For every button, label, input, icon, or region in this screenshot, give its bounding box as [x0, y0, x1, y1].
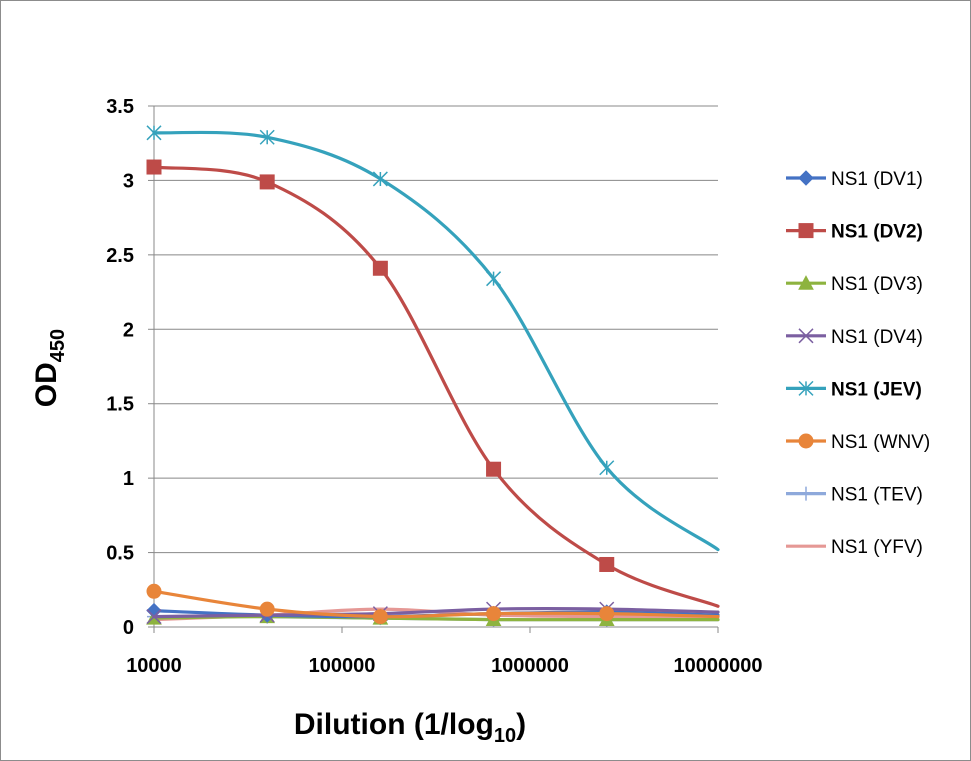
x-tick-label: 1000000 [491, 655, 569, 677]
legend-item-ns1-dv4: NS1 (DV4) [786, 327, 923, 348]
legend-marker-ns1-dv3 [798, 275, 814, 290]
legend-item-ns1-tev: NS1 (TEV) [786, 485, 923, 506]
legend-label-ns1-dv3: NS1 (DV3) [831, 274, 923, 295]
y-tick-label: 0.5 [106, 543, 134, 565]
legend-label-ns1-dv2: NS1 (DV2) [831, 222, 923, 243]
y-tick-label: 3.5 [106, 96, 134, 118]
data-point-ns1-dv2 [372, 260, 388, 276]
data-point-ns1-wnv [372, 609, 388, 625]
legend-marker-ns1-dv4 [798, 328, 814, 344]
series-line-ns1-wnv [152, 589, 720, 619]
legend-label-ns1-tev: NS1 (TEV) [831, 485, 923, 506]
series-line-ns1-jev [152, 130, 720, 552]
data-point-ns1-dv2 [146, 159, 162, 175]
legend-item-ns1-yfv: NS1 (YFV) [786, 537, 923, 558]
series-ns1-dv2 [146, 159, 720, 608]
data-point-ns1-jev [599, 460, 615, 476]
legend-marker-ns1-dv2 [798, 223, 814, 239]
data-point-ns1-jev [259, 129, 275, 145]
legend-item-ns1-dv3: NS1 (DV3) [786, 274, 923, 295]
data-point-ns1-jev [486, 271, 502, 287]
series-lines [146, 125, 720, 627]
data-point-ns1-dv2 [599, 556, 615, 572]
y-tick-label: 2.5 [106, 245, 134, 267]
y-axis-title: OD450 [30, 329, 69, 407]
legend-label-ns1-dv1: NS1 (DV1) [831, 169, 923, 190]
legend: NS1 (DV1) NS1 (DV2) NS1 (DV3) NS1 (DV4) NS1 … [786, 169, 930, 558]
legend-label-ns1-yfv: NS1 (YFV) [831, 537, 923, 558]
data-point-ns1-wnv [599, 606, 615, 622]
data-point-ns1-dv4 [146, 609, 162, 625]
x-tick-label: 10000000 [674, 655, 763, 677]
y-tick-labels: 0 0.5 1 1.5 2 2.5 3 3.5 [106, 96, 134, 639]
y-tick-label: 1.5 [106, 394, 134, 416]
series-line-ns1-dv4 [152, 607, 720, 619]
x-tick-label: 10000 [126, 655, 182, 677]
data-point-ns1-dv2 [259, 174, 275, 190]
legend-label-ns1-wnv: NS1 (WNV) [831, 432, 930, 453]
data-point-ns1-dv2 [486, 461, 502, 477]
y-tick-label: 3 [123, 170, 134, 192]
x-tick-labels: 10000 100000 1000000 10000000 [126, 655, 762, 677]
series-ns1-wnv [146, 583, 720, 625]
data-point-ns1-wnv [146, 583, 162, 599]
y-tick-label: 2 [123, 319, 134, 341]
data-point-ns1-jev [372, 171, 388, 187]
x-tick-label: 100000 [309, 655, 376, 677]
legend-marker-ns1-jev [798, 380, 814, 396]
legend-marker-ns1-tev [799, 486, 813, 501]
y-tick-label: 0 [123, 617, 134, 639]
series-ns1-jev [146, 125, 720, 552]
legend-marker-ns1-dv1 [798, 170, 814, 186]
legend-item-ns1-dv1: NS1 (DV1) [786, 169, 923, 190]
legend-label-ns1-jev: NS1 (JEV) [831, 379, 922, 400]
data-point-ns1-wnv [259, 601, 275, 617]
legend-marker-ns1-wnv [798, 433, 814, 449]
legend-item-ns1-wnv: NS1 (WNV) [786, 432, 930, 453]
x-axis-title: Dilution (1/log10) [294, 708, 526, 747]
legend-item-ns1-dv2: NS1 (DV2) [786, 222, 923, 243]
data-point-ns1-wnv [486, 606, 502, 622]
legend-item-ns1-jev: NS1 (JEV) [786, 379, 922, 400]
axes [153, 106, 719, 633]
series-line-ns1-dv2 [152, 165, 720, 608]
y-tick-label: 1 [123, 468, 134, 490]
gridlines [148, 105, 718, 628]
data-point-ns1-jev [146, 125, 162, 141]
legend-label-ns1-dv4: NS1 (DV4) [831, 327, 923, 348]
